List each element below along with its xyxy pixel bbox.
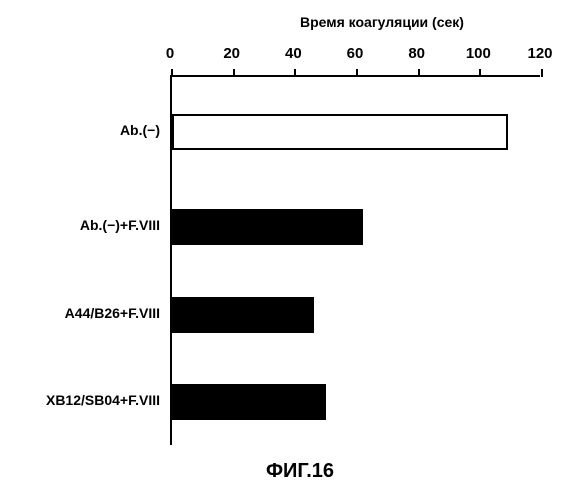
x-tick: [479, 69, 481, 77]
x-tick: [171, 69, 173, 77]
x-tick: [356, 69, 358, 77]
category-label: Ab.(−): [120, 122, 160, 138]
x-tick-label: 0: [166, 45, 174, 62]
bar: [172, 297, 314, 333]
x-tick: [541, 69, 543, 77]
x-tick-label: 100: [466, 45, 491, 62]
bar: [172, 384, 326, 420]
x-tick-label: 20: [223, 45, 240, 62]
figure-caption: ФИГ.16: [266, 460, 334, 483]
x-tick: [233, 69, 235, 77]
x-tick-label: 60: [347, 45, 364, 62]
x-tick: [294, 69, 296, 77]
category-label: A44/B26+F.VIII: [65, 305, 160, 321]
bar: [172, 209, 363, 245]
x-axis-title: Время коагуляции (сек): [300, 14, 464, 30]
chart-container: Время коагуляции (сек) 0 20 40 60 80 100 120 A…: [0, 0, 574, 500]
bar: [172, 114, 508, 150]
category-label: XB12/SB04+F.VIII: [46, 392, 160, 408]
x-tick: [418, 69, 420, 77]
category-label: Ab.(−)+F.VIII: [80, 217, 160, 233]
x-tick-label: 120: [527, 45, 552, 62]
plot-area: [170, 75, 540, 445]
x-tick-label: 40: [285, 45, 302, 62]
x-tick-label: 80: [408, 45, 425, 62]
